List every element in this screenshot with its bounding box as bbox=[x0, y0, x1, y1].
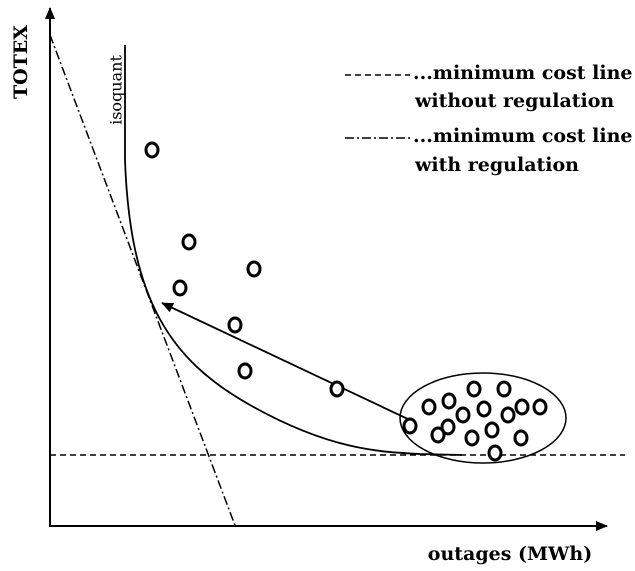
legend-text: with regulation bbox=[414, 154, 579, 176]
legend-text: ...minimum cost line bbox=[413, 62, 633, 84]
x-axis-label: outages (MWh) bbox=[428, 543, 592, 565]
y-axis-label: TOTEX bbox=[10, 25, 32, 99]
isoquant bbox=[124, 45, 463, 456]
isoquant-label: isoquant bbox=[107, 55, 126, 125]
points bbox=[144, 141, 548, 462]
arrow bbox=[161, 302, 411, 421]
legend-text: ...minimum cost line bbox=[413, 125, 633, 147]
cluster bbox=[399, 372, 567, 464]
legend-text: without regulation bbox=[414, 90, 614, 112]
